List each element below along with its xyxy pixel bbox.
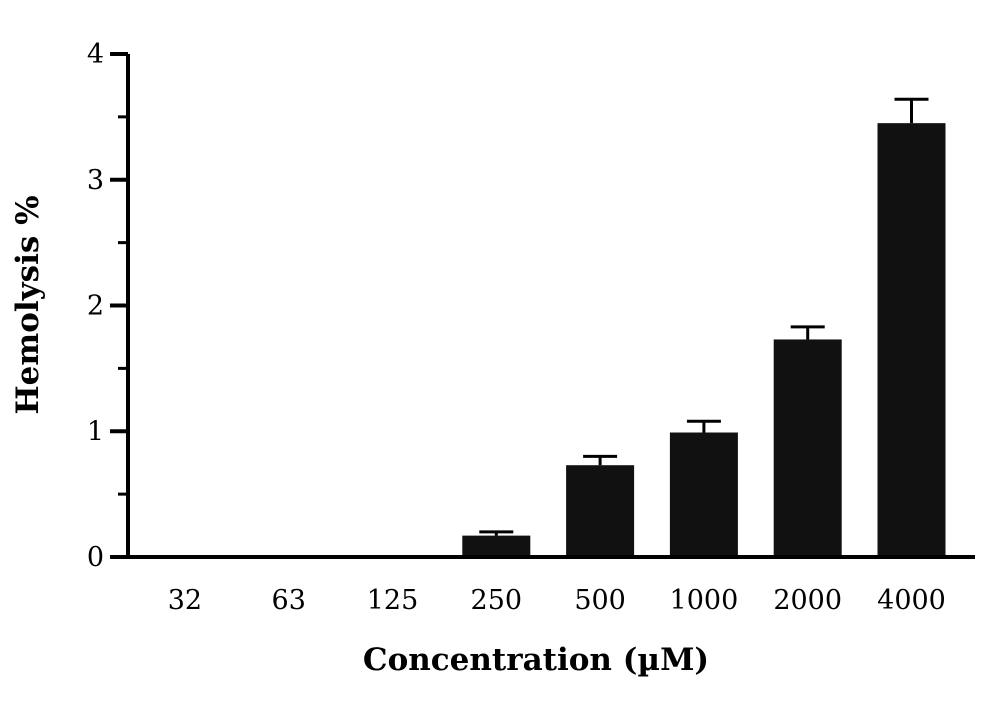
y-tick-label: 1 — [87, 416, 104, 447]
x-tick-label: 2000 — [773, 585, 842, 616]
bar-4000 — [877, 123, 946, 557]
y-tick-label: 3 — [87, 165, 104, 196]
y-tick-label: 4 — [87, 39, 104, 70]
x-tick-label: 1000 — [670, 585, 739, 616]
y-tick-label: 0 — [87, 542, 104, 573]
error-bars-layer — [479, 97, 929, 536]
y-tick-label: 2 — [87, 291, 104, 322]
x-axis-title: Concentration (µM) — [363, 642, 709, 678]
x-tick-label: 63 — [272, 585, 306, 616]
bar-1000 — [669, 432, 738, 557]
bar-500 — [566, 465, 635, 557]
y-axis-title: Hemolysis % — [10, 195, 46, 414]
bar-2000 — [773, 339, 842, 557]
y-ticks-layer: 0 1 2 3 4 — [87, 39, 128, 573]
x-tick-label: 500 — [574, 585, 626, 616]
x-tick-labels-layer: 32 63 125 250 500 1000 2000 4000 — [168, 585, 946, 616]
x-tick-label: 250 — [471, 585, 523, 616]
x-tick-label: 125 — [367, 585, 419, 616]
x-tick-label: 32 — [168, 585, 202, 616]
bar-250 — [462, 535, 531, 557]
x-tick-label: 4000 — [877, 585, 946, 616]
bars-layer — [462, 123, 946, 557]
